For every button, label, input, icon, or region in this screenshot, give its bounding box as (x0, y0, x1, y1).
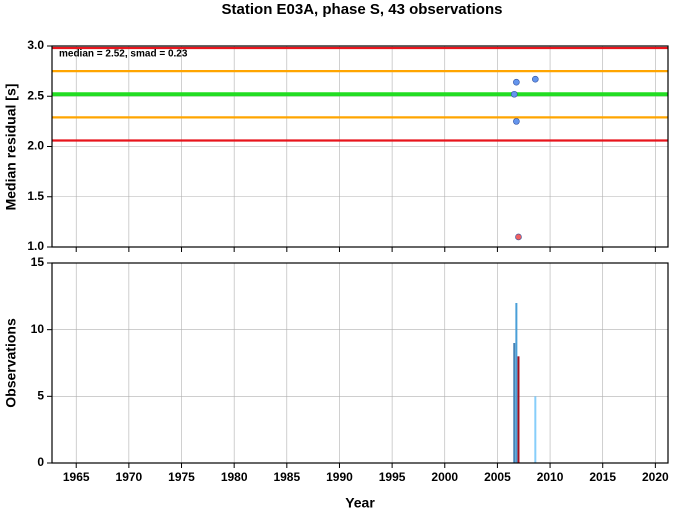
y-axis-label: Observations (3, 318, 19, 408)
point (515, 233, 522, 241)
y-axis-label: Median residual [s] (3, 84, 19, 211)
annotation: median = 2.52, smad = 0.23 (59, 49, 188, 60)
x-tick-label: 2015 (589, 470, 616, 484)
chart-title: Station E03A, phase S, 43 observations (222, 1, 503, 18)
x-tick-label: 1965 (63, 470, 90, 484)
point (513, 118, 520, 125)
y-tick-label: 3.0 (27, 38, 44, 52)
x-tick-label: 2020 (642, 470, 669, 484)
bar (515, 303, 518, 463)
y-tick-label: 1.5 (27, 189, 44, 203)
y-tick-label: 10 (31, 322, 45, 336)
y-tick-label: 2.5 (27, 88, 44, 102)
x-tick-label: 1990 (326, 470, 353, 484)
x-tick-label: 1970 (116, 470, 143, 484)
x-tick-label: 1980 (221, 470, 248, 484)
bar (517, 356, 520, 463)
x-tick-label: 2010 (537, 470, 564, 484)
y-tick-label: 0 (37, 455, 44, 469)
bar (534, 396, 537, 463)
y-tick-label: 2.0 (27, 139, 44, 153)
x-axis-label: Year (345, 495, 375, 511)
y-tick-label: 15 (31, 255, 45, 269)
y-tick-label: 5 (37, 389, 44, 403)
plot-frame (51, 45, 669, 248)
x-tick-label: 1985 (273, 470, 300, 484)
x-tick-label: 1995 (379, 470, 406, 484)
point (510, 90, 518, 98)
plot-frame (51, 262, 669, 464)
y-tick-label: 1.0 (27, 239, 44, 253)
x-tick-label: 2000 (431, 470, 458, 484)
point (513, 78, 520, 86)
x-tick-label: 2005 (484, 470, 511, 484)
bar (513, 343, 516, 463)
x-tick-label: 1975 (168, 470, 195, 484)
point (532, 75, 539, 83)
